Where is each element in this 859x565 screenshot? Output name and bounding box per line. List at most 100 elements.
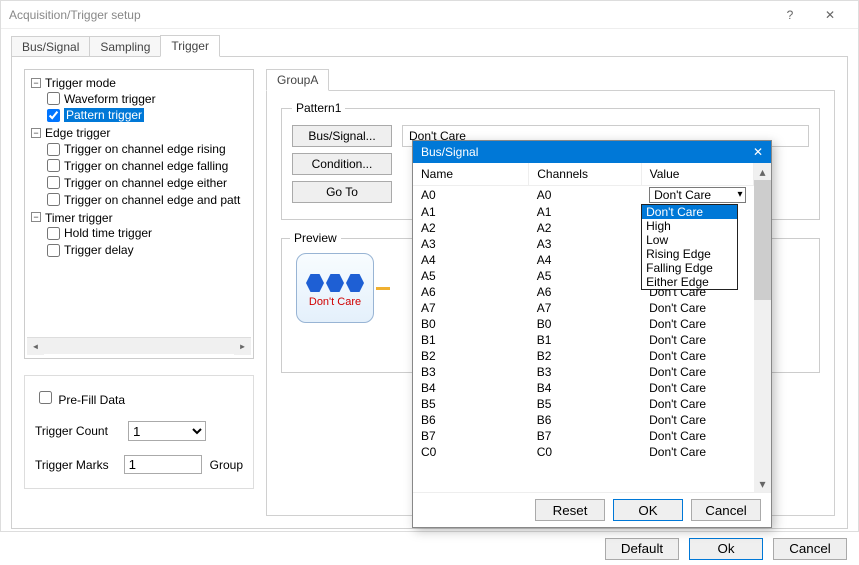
- table-row[interactable]: B6B6Don't Care: [413, 412, 754, 428]
- table-row[interactable]: B1B1Don't Care: [413, 332, 754, 348]
- value-dropdown[interactable]: Don't Care: [649, 187, 745, 203]
- close-icon[interactable]: ✕: [753, 145, 763, 159]
- table-row[interactable]: B2B2Don't Care: [413, 348, 754, 364]
- cell-value[interactable]: Don't Care: [641, 332, 753, 348]
- tree-item[interactable]: Pattern trigger: [47, 107, 251, 124]
- table-row[interactable]: C0C0Don't Care: [413, 444, 754, 460]
- trigger-count-select[interactable]: 1: [128, 421, 206, 441]
- tree-item-checkbox[interactable]: [47, 143, 60, 156]
- cell-value[interactable]: Don't Care: [641, 364, 753, 380]
- tree-group-label: Trigger mode: [45, 76, 116, 90]
- dropdown-option[interactable]: Either Edge: [642, 275, 736, 289]
- table-row[interactable]: B3B3Don't Care: [413, 364, 754, 380]
- main-ok-button[interactable]: Ok: [689, 538, 763, 560]
- tree-group-label: Timer trigger: [45, 210, 113, 224]
- reset-button[interactable]: Reset: [535, 499, 605, 521]
- cell-name: A0: [413, 186, 529, 205]
- cell-value[interactable]: Don't Care: [641, 380, 753, 396]
- dropdown-option[interactable]: High: [642, 219, 736, 233]
- tree-item[interactable]: Trigger on channel edge rising: [47, 140, 251, 157]
- trigger-settings-group: Pre-Fill Data Trigger Count 1 Trigger Ma…: [24, 375, 254, 489]
- trigger-marks-input[interactable]: [124, 455, 202, 474]
- tree-group[interactable]: −Trigger modeWaveform triggerPattern tri…: [31, 74, 251, 124]
- dropdown-option[interactable]: Falling Edge: [642, 261, 736, 275]
- window-title: Acquisition/Trigger setup: [9, 8, 770, 22]
- table-row[interactable]: B0B0Don't Care: [413, 316, 754, 332]
- main-dialog-footer: Default Ok Cancel: [0, 531, 859, 565]
- tree-hscrollbar[interactable]: ◂ ▸: [27, 337, 251, 354]
- table-row[interactable]: A0A0Don't CareDon't CareHighLowRising Ed…: [413, 186, 754, 205]
- expander-icon[interactable]: −: [31, 128, 41, 138]
- scroll-right-icon[interactable]: ▸: [234, 338, 251, 355]
- cell-channels: B3: [529, 364, 641, 380]
- col-channels[interactable]: Channels: [529, 163, 641, 186]
- tree-item[interactable]: Trigger on channel edge and patt: [47, 191, 251, 208]
- tree-item-checkbox[interactable]: [47, 244, 60, 257]
- tree-item-checkbox[interactable]: [47, 227, 60, 240]
- expander-icon[interactable]: −: [31, 212, 41, 222]
- cell-value[interactable]: Don't Care: [641, 412, 753, 428]
- table-vscrollbar[interactable]: ▴ ▾: [754, 163, 771, 492]
- scroll-left-icon[interactable]: ◂: [27, 338, 44, 355]
- cell-value[interactable]: Don't Care: [641, 348, 753, 364]
- tree-item-label: Trigger on channel edge either: [64, 176, 227, 190]
- tree-item[interactable]: Trigger on channel edge either: [47, 174, 251, 191]
- default-button[interactable]: Default: [605, 538, 679, 560]
- cell-value[interactable]: Don't Care: [641, 300, 753, 316]
- table-row[interactable]: B4B4Don't Care: [413, 380, 754, 396]
- tree-item-checkbox[interactable]: [47, 193, 60, 206]
- tree-item-checkbox[interactable]: [47, 159, 60, 172]
- ok-button[interactable]: OK: [613, 499, 683, 521]
- pattern-legend: Pattern1: [292, 101, 345, 115]
- tab-trigger[interactable]: Trigger: [160, 35, 220, 57]
- trigger-tree: −Trigger modeWaveform triggerPattern tri…: [24, 69, 254, 359]
- tree-item-checkbox[interactable]: [47, 176, 60, 189]
- scroll-up-icon[interactable]: ▴: [754, 163, 771, 180]
- table-row[interactable]: B7B7Don't Care: [413, 428, 754, 444]
- bussignal-dialog-titlebar[interactable]: Bus/Signal ✕: [413, 141, 771, 163]
- main-cancel-button[interactable]: Cancel: [773, 538, 847, 560]
- cell-value[interactable]: Don't Care: [641, 428, 753, 444]
- bussignal-table: Name Channels Value A0A0Don't CareDon't …: [413, 163, 754, 492]
- tab-bussignal[interactable]: Bus/Signal: [11, 36, 90, 57]
- condition-button[interactable]: Condition...: [292, 153, 392, 175]
- col-name[interactable]: Name: [413, 163, 529, 186]
- tree-group[interactable]: −Timer triggerHold time triggerTrigger d…: [31, 209, 251, 259]
- cell-channels: A5: [529, 268, 641, 284]
- tree-item[interactable]: Trigger delay: [47, 241, 251, 258]
- dropdown-option[interactable]: Don't Care: [642, 205, 736, 219]
- tree-group[interactable]: −Edge triggerTrigger on channel edge ris…: [31, 124, 251, 208]
- dropdown-option[interactable]: Low: [642, 233, 736, 247]
- cell-value[interactable]: Don't CareDon't CareHighLowRising EdgeFa…: [641, 186, 753, 205]
- cell-value[interactable]: Don't Care: [641, 444, 753, 460]
- bussignal-button[interactable]: Bus/Signal...: [292, 125, 392, 147]
- tree-item-checkbox[interactable]: [47, 109, 60, 122]
- hex-icon: [326, 274, 344, 292]
- dropdown-option[interactable]: Rising Edge: [642, 247, 736, 261]
- tree-item-checkbox[interactable]: [47, 92, 60, 105]
- expander-icon[interactable]: −: [31, 78, 41, 88]
- tree-item[interactable]: Trigger on channel edge falling: [47, 157, 251, 174]
- preview-node[interactable]: Don't Care: [296, 253, 374, 323]
- goto-button[interactable]: Go To: [292, 181, 392, 203]
- help-button[interactable]: ?: [770, 1, 810, 28]
- close-button[interactable]: ✕: [810, 1, 850, 28]
- tree-item[interactable]: Waveform trigger: [47, 90, 251, 107]
- hex-icon: [346, 274, 364, 292]
- cell-name: A2: [413, 220, 529, 236]
- cell-value[interactable]: Don't Care: [641, 396, 753, 412]
- scroll-down-icon[interactable]: ▾: [754, 475, 771, 492]
- col-value[interactable]: Value: [641, 163, 753, 186]
- preview-node-label: Don't Care: [309, 296, 361, 308]
- table-row[interactable]: A7A7Don't Care: [413, 300, 754, 316]
- cell-value[interactable]: Don't Care: [641, 316, 753, 332]
- prefill-checkbox[interactable]: Pre-Fill Data: [35, 388, 125, 407]
- cell-channels: B0: [529, 316, 641, 332]
- table-row[interactable]: B5B5Don't Care: [413, 396, 754, 412]
- tab-sampling[interactable]: Sampling: [89, 36, 161, 57]
- tab-groupa[interactable]: GroupA: [266, 69, 329, 91]
- cancel-button[interactable]: Cancel: [691, 499, 761, 521]
- cell-name: A7: [413, 300, 529, 316]
- titlebar: Acquisition/Trigger setup ? ✕: [1, 1, 858, 29]
- tree-item[interactable]: Hold time trigger: [47, 224, 251, 241]
